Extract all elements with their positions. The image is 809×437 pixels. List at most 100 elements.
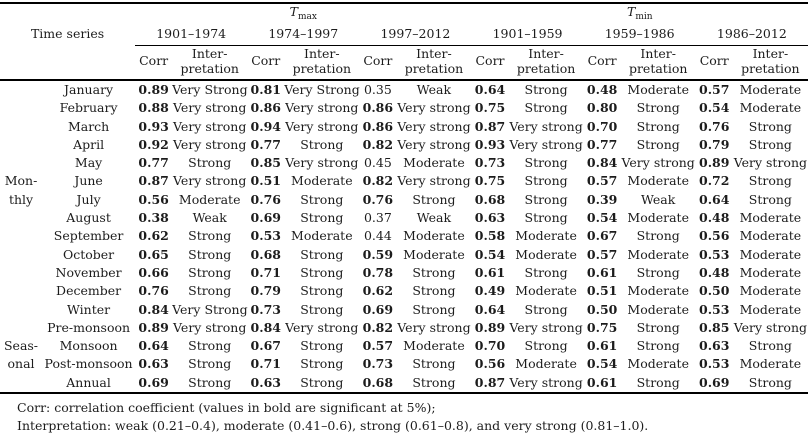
corr-value: 0.53 xyxy=(699,356,730,372)
interpretation-value: Strong xyxy=(524,210,568,226)
corr-value: 0.86 xyxy=(362,118,394,134)
corr-value: 0.73 xyxy=(250,301,281,317)
interpretation-value: Strong xyxy=(300,283,344,299)
table-body: January 0.89 Very Strong 0.81 Very Strong 0.3… xyxy=(0,80,808,393)
corr-column-header: Corr xyxy=(139,53,169,69)
interpretation-value: Very strong xyxy=(397,118,471,134)
corr-value: 0.35 xyxy=(363,82,392,97)
corr-value: 0.71 xyxy=(250,264,281,280)
interpretation-value: Strong xyxy=(188,338,232,354)
corr-value: 0.37 xyxy=(363,210,392,226)
tmin-group-header: Tmin xyxy=(472,3,809,23)
interpretation-column-header: Inter-pretation xyxy=(404,45,464,76)
corr-value: 0.72 xyxy=(699,173,730,189)
corr-value: 0.70 xyxy=(474,338,506,354)
corr-value: 0.84 xyxy=(250,319,281,335)
interpretation-value: Strong xyxy=(524,173,568,189)
interpretation-value: Very strong xyxy=(509,118,583,134)
row-label: April xyxy=(73,136,105,152)
interpretation-value: Very strong xyxy=(621,155,695,171)
interpretation-value: Strong xyxy=(524,338,568,354)
table-row: Pre-monsoon 0.89 Very strong 0.84 Very stron… xyxy=(0,319,808,337)
corr-value: 0.64 xyxy=(138,338,169,354)
interpretation-value: Strong xyxy=(412,264,456,280)
row-label: July xyxy=(76,191,101,207)
interpretation-column-header: Inter-pretation xyxy=(516,45,576,76)
interpretation-value: Moderate xyxy=(627,356,689,372)
interpretation-value: Strong xyxy=(188,374,232,390)
table-row: October 0.65 Strong 0.68 Strong 0.59 Moderate 0… xyxy=(0,246,808,264)
time-series-header: Time series xyxy=(30,26,105,41)
interpretation-value: Moderate xyxy=(739,228,802,244)
interpretation-value: Strong xyxy=(636,100,680,116)
group-label xyxy=(0,301,42,319)
corr-value: 0.70 xyxy=(586,118,618,134)
interpretation-value: Moderate xyxy=(739,82,802,97)
tmax-group-header: Tmax xyxy=(135,3,471,23)
corr-value: 0.81 xyxy=(250,82,281,97)
interpretation-value: Strong xyxy=(524,264,568,280)
interpretation-value: Strong xyxy=(636,136,680,152)
corr-value: 0.63 xyxy=(474,210,506,226)
corr-value: 0.63 xyxy=(138,356,169,372)
table-header: Tmax Tmin Time series 1901–1974 1974–199… xyxy=(0,3,808,80)
corr-value: 0.53 xyxy=(699,246,730,262)
group-label xyxy=(0,374,42,393)
row-label: Post-monsoon xyxy=(44,356,133,372)
corr-value: 0.75 xyxy=(474,100,506,116)
interpretation-value: Moderate xyxy=(739,264,802,280)
corr-value: 0.89 xyxy=(138,82,169,97)
group-label xyxy=(0,154,42,172)
interpretation-value: Weak xyxy=(192,210,227,226)
table-row: Winter 0.84 Very Strong 0.73 Strong 0.69 Stron… xyxy=(0,301,808,319)
interpretation-value: Very strong xyxy=(173,173,247,189)
interpretation-value: Strong xyxy=(188,283,232,299)
interpretation-value: Very strong xyxy=(285,155,359,171)
corr-value: 0.88 xyxy=(138,100,169,116)
corr-value: 0.66 xyxy=(138,264,169,280)
corr-value: 0.75 xyxy=(474,173,506,189)
interpretation-value: Strong xyxy=(524,100,568,116)
group-label: Mon- xyxy=(4,173,38,189)
interpretation-value: Strong xyxy=(636,118,680,134)
interpretation-value: Very strong xyxy=(733,319,808,335)
row-label: March xyxy=(67,118,110,134)
interpretation-value: Strong xyxy=(300,338,344,354)
corr-value: 0.68 xyxy=(250,246,281,262)
interpretation-value: Strong xyxy=(412,356,456,372)
corr-value: 0.73 xyxy=(474,155,506,171)
corr-value: 0.86 xyxy=(250,100,281,116)
interpretation-value: Moderate xyxy=(627,246,689,262)
corr-value: 0.53 xyxy=(250,228,281,244)
corr-value: 0.56 xyxy=(474,356,506,372)
corr-value: 0.45 xyxy=(363,155,392,171)
row-label: November xyxy=(55,264,122,280)
interpretation-value: Moderate xyxy=(627,301,689,317)
corr-value: 0.50 xyxy=(699,283,730,299)
corr-value: 0.76 xyxy=(362,191,394,207)
interpretation-value: Very strong xyxy=(173,136,247,152)
corr-value: 0.61 xyxy=(586,374,618,390)
corr-value: 0.39 xyxy=(586,191,618,207)
interpretation-column-header: Inter-pretation xyxy=(180,45,239,76)
table-row: December 0.76 Strong 0.79 Strong 0.62 Strong 0.… xyxy=(0,282,808,300)
corr-value: 0.67 xyxy=(250,338,281,354)
corr-value: 0.65 xyxy=(138,246,169,262)
corr-value: 0.53 xyxy=(699,301,730,317)
interpretation-value: Strong xyxy=(524,191,568,207)
interpretation-value: Strong xyxy=(300,264,344,280)
interpretation-column-header: Inter-pretation xyxy=(292,45,352,76)
corr-value: 0.71 xyxy=(250,356,281,372)
interpretation-value: Strong xyxy=(300,301,344,317)
corr-value: 0.54 xyxy=(586,210,618,226)
interpretation-value: Moderate xyxy=(627,173,689,189)
tmin-subscript: min xyxy=(635,12,653,22)
header-spacer xyxy=(0,3,135,23)
corr-column-header: Corr xyxy=(251,53,281,69)
corr-value: 0.69 xyxy=(699,374,730,390)
corr-value: 0.87 xyxy=(474,118,506,134)
interpretation-value: Strong xyxy=(412,301,456,317)
interpretation-value: Strong xyxy=(748,173,792,189)
footnote-interpretation: Interpretation: weak (0.21–0.4), moderat… xyxy=(17,417,649,433)
corr-value: 0.68 xyxy=(474,191,506,207)
